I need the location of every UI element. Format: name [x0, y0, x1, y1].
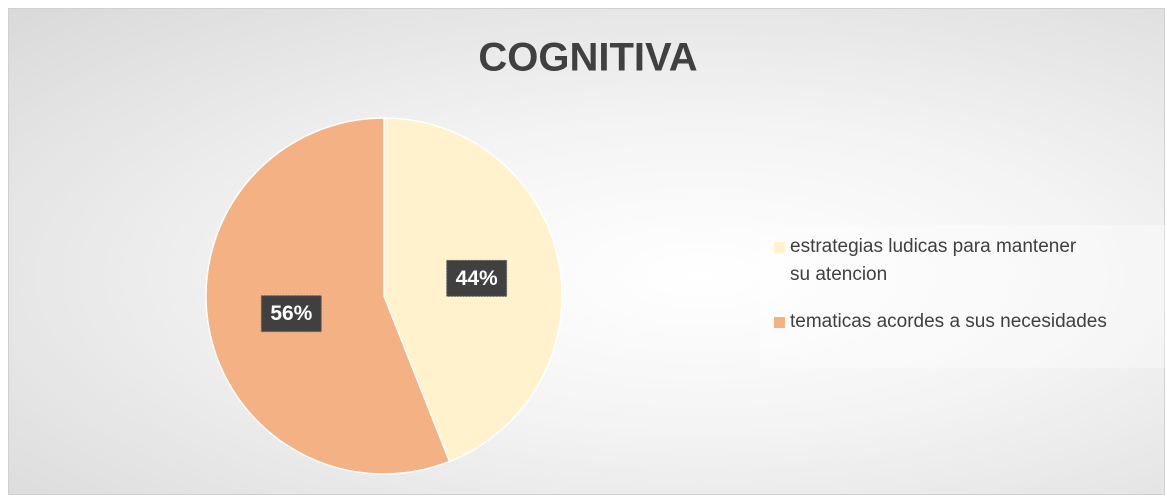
chart-area — [8, 8, 1165, 495]
legend-swatch — [774, 317, 785, 328]
legend-swatch — [774, 242, 785, 253]
legend-label: estrategias ludicas para mantener su ate… — [790, 236, 1077, 285]
chart-title: COGNITIVA — [478, 36, 697, 80]
legend: estrategias ludicas para mantener su ate… — [760, 225, 1166, 368]
data-label-box — [446, 259, 508, 297]
data-label-box — [260, 295, 322, 333]
legend-item: estrategias ludicas para mantener su ate… — [774, 233, 1154, 289]
legend-label: tematicas acordes a sus necesidades — [790, 311, 1107, 332]
data-label: 56% — [270, 302, 312, 325]
pie-slice — [205, 117, 451, 475]
legend-item: tematicas acordes a sus necesidades — [774, 308, 1154, 336]
data-label: 44% — [456, 267, 498, 290]
